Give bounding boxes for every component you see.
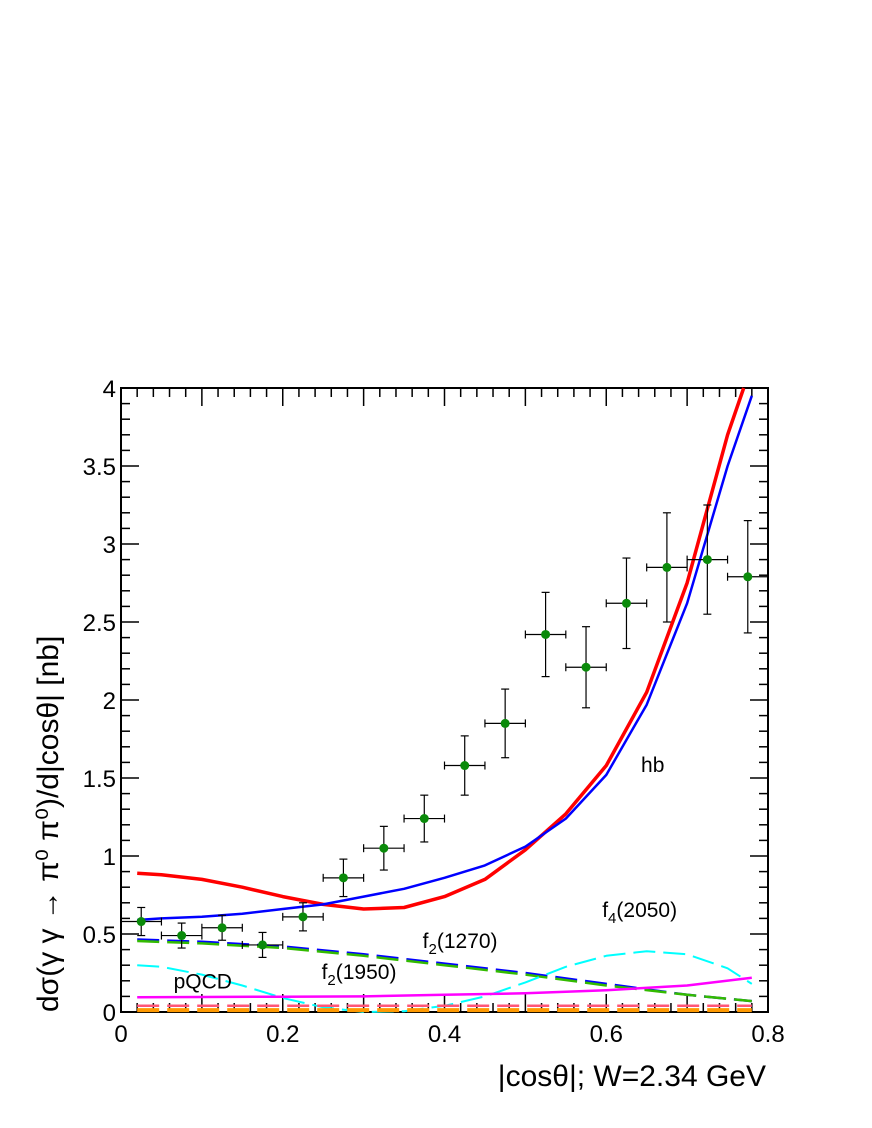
data-marker <box>177 931 187 941</box>
data-marker <box>217 923 227 933</box>
data-marker <box>541 629 551 639</box>
data-marker <box>136 917 146 927</box>
data-marker <box>338 873 348 883</box>
data-marker <box>662 562 672 572</box>
data-marker <box>460 761 470 771</box>
y-tick-label: 2.5 <box>83 610 116 637</box>
annotation: f2(1270) <box>423 930 498 958</box>
data-marker <box>500 718 510 728</box>
data-point <box>686 504 729 615</box>
data-point <box>282 902 324 932</box>
data-point <box>524 591 567 678</box>
data-point <box>443 735 486 796</box>
data-point <box>120 906 163 937</box>
curve-3 <box>137 939 752 1003</box>
x-tick-label: 0 <box>114 1021 127 1048</box>
x-axis: 0 0.2 0.4 0.6 0.8 <box>114 388 785 1048</box>
data-point <box>201 914 243 941</box>
annotation: f2(1950) <box>322 961 397 989</box>
data-marker <box>581 662 591 672</box>
data-marker <box>298 912 308 922</box>
data-point <box>322 858 365 898</box>
data-point <box>646 512 688 623</box>
x-tick-label: 0.6 <box>590 1021 623 1048</box>
curve-1 <box>137 395 753 922</box>
data-points <box>120 504 769 959</box>
data-marker <box>258 940 268 950</box>
data-point <box>605 557 648 650</box>
data-point <box>160 922 203 949</box>
curve-0 <box>137 387 746 911</box>
y-tick-label: 0.5 <box>83 922 116 949</box>
data-marker <box>743 572 753 582</box>
model-curves <box>137 387 753 1013</box>
data-point <box>403 794 446 843</box>
y-tick-label: 0 <box>103 1000 116 1027</box>
y-tick-label: 3 <box>103 532 116 559</box>
data-point <box>726 519 769 634</box>
annotation: hb <box>641 754 664 777</box>
y-tick-label: 1 <box>103 844 116 871</box>
annotations: hb f4(2050) f2(1270) f2(1950) pQCD <box>174 754 678 994</box>
y-axis-title: dσ(γ γ → π⁰ π⁰)/d|cosθ| [nb] <box>32 636 65 1012</box>
data-point <box>241 931 284 959</box>
y-tick-label: 1.5 <box>83 766 116 793</box>
data-point <box>363 825 405 871</box>
y-tick-label: 4 <box>103 376 116 403</box>
data-marker <box>419 814 429 824</box>
data-marker <box>379 843 389 853</box>
x-tick-label: 0.8 <box>751 1021 784 1048</box>
data-point <box>565 626 607 709</box>
x-axis-title: |cosθ|; W=2.34 GeV <box>498 1060 766 1093</box>
curve-5 <box>137 976 752 999</box>
y-tick-label: 3.5 <box>83 454 116 481</box>
y-axis: 0 0.5 1 1.5 2 2.5 3 3.5 4 <box>83 376 768 1027</box>
data-marker <box>621 598 631 608</box>
data-marker <box>702 555 712 565</box>
x-tick-label: 0.2 <box>266 1021 299 1048</box>
annotation: pQCD <box>174 971 232 994</box>
annotation: f4(2050) <box>602 899 677 927</box>
x-tick-label: 0.4 <box>428 1021 461 1048</box>
y-tick-label: 2 <box>103 688 116 715</box>
data-point <box>484 688 526 759</box>
